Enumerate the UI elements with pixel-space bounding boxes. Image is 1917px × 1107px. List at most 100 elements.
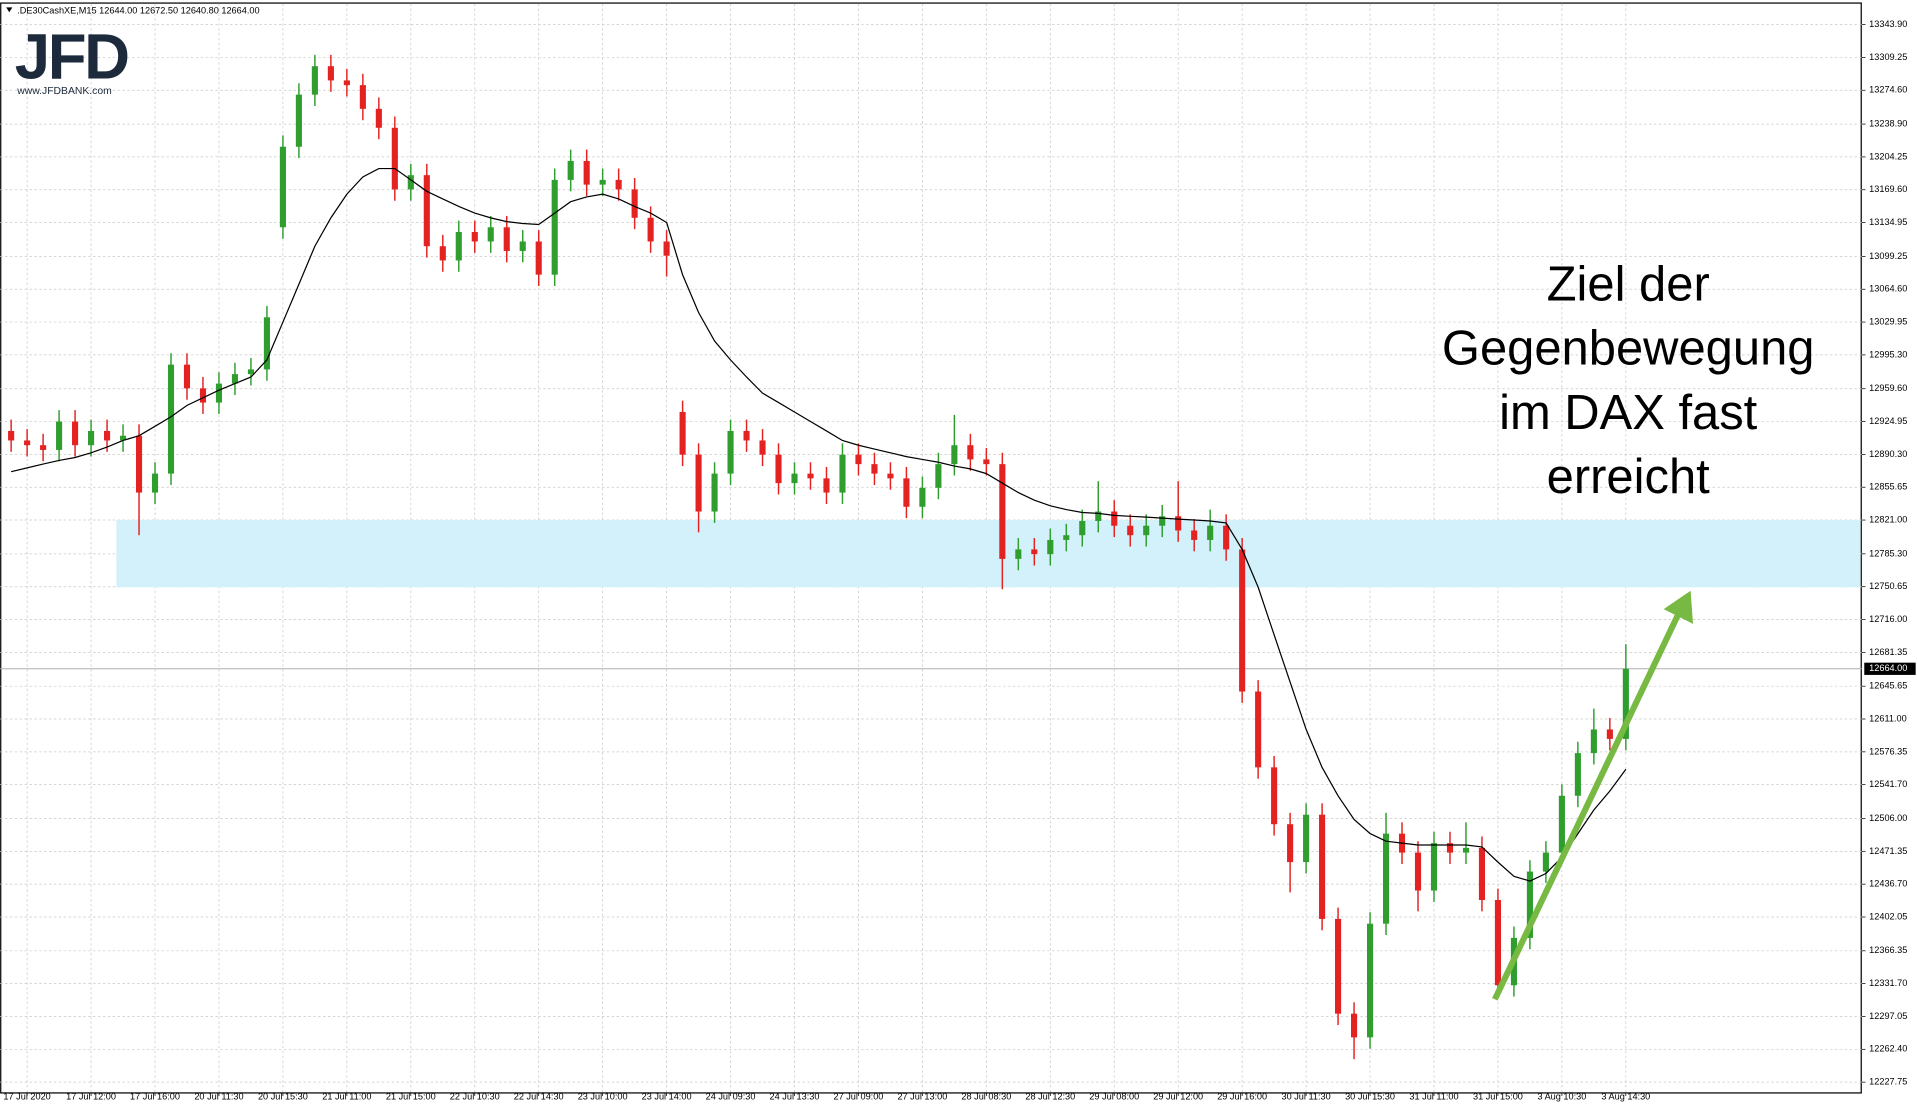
y-tick-label: 12436.70	[1869, 879, 1907, 889]
y-tick-label: 12645.65	[1869, 681, 1907, 691]
candle-body	[1382, 833, 1390, 924]
y-tick-label: 13099.25	[1869, 251, 1907, 261]
candle-body	[8, 430, 15, 441]
candle-body	[503, 227, 510, 251]
x-tick-label: 3 Aug 10:30	[1537, 1092, 1586, 1102]
y-tick-label: 12995.30	[1869, 349, 1907, 359]
candle-body	[151, 473, 159, 493]
candle-body	[727, 430, 734, 474]
x-tick-label: 17 Jul 12:00	[66, 1092, 116, 1102]
x-tick-label: 21 Jul 15:00	[386, 1092, 436, 1102]
candle-body	[40, 445, 47, 450]
current-price-label: 12664.00	[1869, 663, 1907, 673]
candle-body	[999, 464, 1006, 559]
candle-body	[935, 464, 942, 488]
candle-body	[1239, 549, 1246, 692]
trend-arrow	[1492, 590, 1694, 1001]
candle-body	[711, 473, 718, 512]
candle-body	[455, 232, 462, 261]
y-tick-label: 12297.05	[1869, 1011, 1907, 1021]
y-tick-label: 12924.95	[1869, 416, 1907, 426]
annotation-line: Gegenbewegung	[1442, 322, 1815, 376]
candle-body	[56, 421, 63, 450]
candle-body	[1606, 729, 1613, 739]
candle-body	[791, 473, 798, 484]
candle-body	[887, 473, 894, 479]
candle-body	[343, 80, 350, 86]
y-tick-label: 12821.00	[1869, 514, 1907, 524]
candle-body	[919, 487, 926, 507]
x-tick-label: 17 Jul 2020	[3, 1092, 50, 1102]
x-tick-label: 28 Jul 12:30	[1025, 1092, 1075, 1102]
candle-body	[1574, 753, 1581, 796]
candle-body	[1223, 525, 1230, 550]
x-tick-label: 17 Jul 16:00	[130, 1092, 180, 1102]
candle-body	[1015, 549, 1022, 559]
logo: JFD	[15, 21, 128, 92]
candle-body	[359, 85, 366, 109]
candle-body	[1622, 668, 1629, 739]
candle-body	[263, 317, 270, 370]
candle-body	[567, 160, 574, 180]
candle-body	[1287, 824, 1294, 863]
candle-body	[1414, 852, 1422, 891]
candle-body	[103, 430, 111, 441]
y-tick-label: 13343.90	[1869, 19, 1907, 29]
y-tick-label: 12785.30	[1869, 548, 1907, 558]
y-tick-label: 12681.35	[1869, 647, 1907, 657]
y-tick-label: 13029.95	[1869, 316, 1907, 326]
candle-body	[1127, 525, 1134, 536]
candle-body	[1542, 852, 1549, 872]
candle-body	[1462, 847, 1470, 853]
y-tick-label: 12959.60	[1869, 383, 1907, 393]
y-tick-label: 13169.60	[1869, 184, 1907, 194]
support-zone	[116, 520, 1861, 588]
candle-body	[215, 383, 223, 403]
candle-body	[983, 459, 990, 465]
candle-body	[839, 454, 846, 493]
candle-body	[1494, 899, 1502, 986]
candle-body	[1351, 1013, 1358, 1038]
candle-body	[1590, 729, 1597, 754]
y-tick-label: 13274.60	[1869, 85, 1907, 95]
candle-body	[311, 66, 318, 95]
arrow-head	[1663, 590, 1694, 624]
candle-body	[1143, 525, 1150, 536]
candle-body	[1335, 918, 1342, 1014]
x-tick-label: 22 Jul 14:30	[514, 1092, 564, 1102]
x-tick-label: 3 Aug 14:30	[1601, 1092, 1650, 1102]
candle-body	[1079, 520, 1086, 536]
candle-body	[1191, 530, 1198, 540]
candle-body	[967, 445, 974, 460]
candle-body	[1207, 525, 1214, 540]
x-tick-label: 29 Jul 16:00	[1217, 1092, 1267, 1102]
candle-body	[599, 179, 606, 185]
annotation-line: Ziel der	[1547, 257, 1710, 311]
y-tick-label: 12541.70	[1869, 779, 1907, 789]
y-tick-label: 12402.05	[1869, 911, 1907, 921]
candle-body	[1303, 814, 1310, 863]
candle-body	[279, 146, 286, 228]
y-tick-label: 13204.25	[1869, 151, 1907, 161]
candle-body	[327, 66, 334, 81]
x-tick-label: 31 Jul 15:00	[1473, 1092, 1523, 1102]
x-tick-label: 27 Jul 13:00	[897, 1092, 947, 1102]
candle-body	[1095, 511, 1102, 521]
x-tick-label: 23 Jul 10:00	[578, 1092, 628, 1102]
y-tick-label: 12716.00	[1869, 614, 1907, 624]
y-tick-label: 13134.95	[1869, 217, 1907, 227]
x-tick-label: 20 Jul 15:30	[258, 1092, 308, 1102]
candle-body	[759, 440, 766, 455]
candle-body	[663, 241, 670, 256]
x-tick-label: 20 Jul 11:30	[194, 1092, 243, 1102]
candle-body	[119, 435, 127, 441]
y-tick-label: 12366.35	[1869, 945, 1907, 955]
candle-body	[423, 175, 430, 247]
candle-body	[88, 430, 95, 446]
candle-body	[487, 227, 494, 242]
candle-body	[823, 478, 830, 493]
candle-body	[391, 127, 398, 190]
candle-body	[951, 445, 958, 465]
y-tick-label: 12331.70	[1869, 978, 1907, 988]
